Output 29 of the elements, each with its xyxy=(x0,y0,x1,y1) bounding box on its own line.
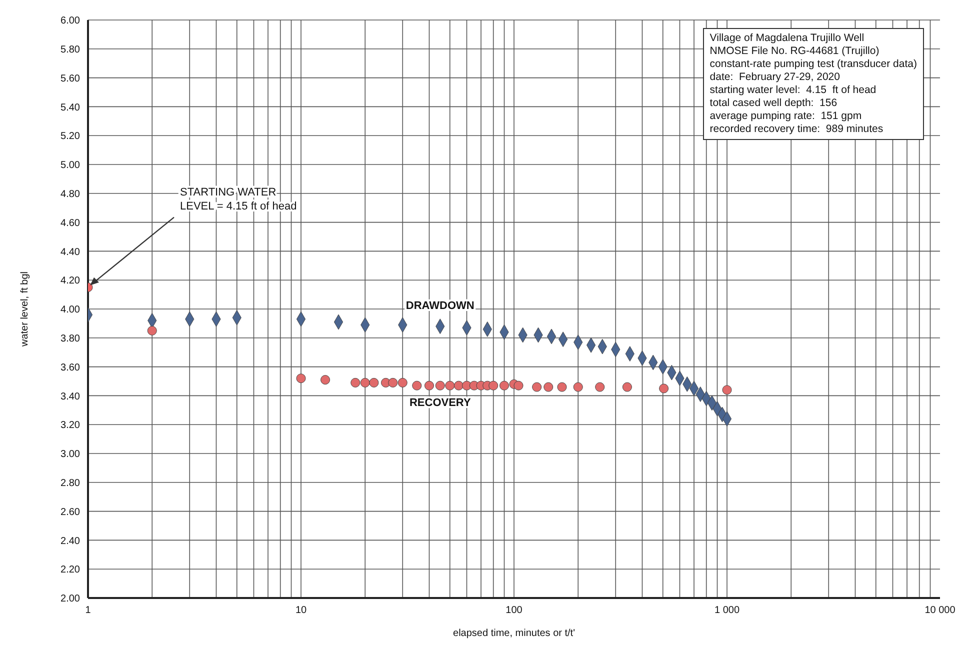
y-tick-label: 4.40 xyxy=(60,246,80,258)
y-tick-label: 2.00 xyxy=(60,594,80,605)
y-tick-label: 5.60 xyxy=(60,73,80,84)
x-tick-label: 10 000 xyxy=(924,605,956,616)
y-tick-label: 2.60 xyxy=(60,506,80,518)
x-axis-title: elapsed time, minutes or t/t' xyxy=(453,628,576,639)
y-tick-label: 4.80 xyxy=(60,188,80,200)
annotation: Village of Magdalena Trujillo Well NMOSE File No. RG-44681 (Trujillo) constant-rate pumping test (transducer data) date: February 27-29, 2020 starting water level: 4.15 ft of head total cased well depth: 156 average pumping rate: 151 gpm recorded recovery time: 989 minutes xyxy=(702,28,924,140)
y-tick-label: 4.60 xyxy=(60,218,80,229)
y-tick-label: 6.00 xyxy=(60,16,80,27)
y-tick-label: 3.00 xyxy=(60,449,80,460)
y-tick-label: 3.20 xyxy=(60,420,80,432)
y-tick-label: 5.80 xyxy=(60,44,80,56)
y-tick-label: 2.80 xyxy=(60,478,80,489)
x-tick-label: 10 xyxy=(295,605,307,616)
y-tick-label: 3.80 xyxy=(60,333,80,344)
x-tick-label: 100 xyxy=(506,605,523,616)
y-tick-label: 2.20 xyxy=(60,564,80,576)
y-tick-label: 2.40 xyxy=(60,536,80,547)
y-tick-label: 5.00 xyxy=(60,160,80,172)
y-tick-label: 4.00 xyxy=(60,304,80,316)
x-tick-label: 1 000 xyxy=(714,605,740,616)
y-axis-title: water level, ft bgl xyxy=(20,271,31,348)
y-tick-label: 5.40 xyxy=(60,102,80,114)
y-tick-label: 3.40 xyxy=(60,391,80,402)
y-tick-label: 5.20 xyxy=(60,131,80,142)
y-tick-label: 4.20 xyxy=(60,276,80,287)
x-tick-label: 1 xyxy=(85,605,92,616)
y-tick-label: 3.60 xyxy=(60,362,80,374)
